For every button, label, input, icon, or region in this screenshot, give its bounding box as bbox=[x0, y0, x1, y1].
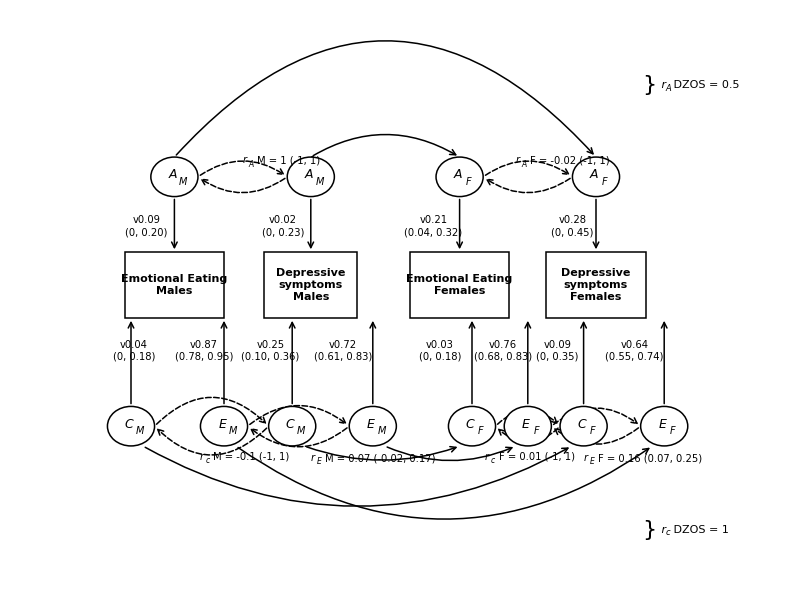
Text: M: M bbox=[378, 426, 386, 436]
Text: A: A bbox=[522, 159, 527, 169]
Ellipse shape bbox=[269, 406, 316, 446]
Text: E: E bbox=[522, 418, 530, 431]
FancyBboxPatch shape bbox=[410, 252, 509, 318]
Text: Emotional Eating
Females: Emotional Eating Females bbox=[406, 274, 513, 296]
Text: M = 1 (-1, 1): M = 1 (-1, 1) bbox=[257, 155, 320, 166]
Text: v0.09
(0, 0.35): v0.09 (0, 0.35) bbox=[536, 340, 578, 362]
Text: c: c bbox=[490, 456, 495, 465]
Text: Depressive
symptoms
Females: Depressive symptoms Females bbox=[562, 268, 630, 302]
Text: v0.64
(0.55, 0.74): v0.64 (0.55, 0.74) bbox=[606, 340, 664, 362]
Text: v0.03
(0, 0.18): v0.03 (0, 0.18) bbox=[418, 340, 461, 362]
Text: M: M bbox=[229, 426, 237, 436]
Text: F: F bbox=[602, 177, 607, 186]
Text: c: c bbox=[666, 529, 670, 538]
Text: r: r bbox=[658, 525, 666, 535]
Text: M = -0.1 (-1, 1): M = -0.1 (-1, 1) bbox=[214, 452, 290, 462]
Text: DZOS = 1: DZOS = 1 bbox=[670, 525, 730, 535]
Text: Depressive
symptoms
Males: Depressive symptoms Males bbox=[276, 268, 346, 302]
Text: E: E bbox=[218, 418, 226, 431]
Ellipse shape bbox=[436, 157, 483, 197]
Text: M: M bbox=[135, 426, 144, 436]
Text: DZOS = 0.5: DZOS = 0.5 bbox=[670, 80, 740, 90]
Text: E: E bbox=[317, 458, 322, 466]
Text: v0.09
(0, 0.20): v0.09 (0, 0.20) bbox=[126, 216, 168, 237]
Text: r: r bbox=[584, 453, 588, 463]
Text: v0.28
(0, 0.45): v0.28 (0, 0.45) bbox=[551, 216, 594, 237]
Text: v0.04
(0, 0.18): v0.04 (0, 0.18) bbox=[113, 340, 155, 362]
Text: c: c bbox=[206, 456, 210, 465]
Ellipse shape bbox=[151, 157, 198, 197]
Text: v0.72
(0.61, 0.83): v0.72 (0.61, 0.83) bbox=[314, 340, 372, 362]
Text: C: C bbox=[578, 418, 586, 431]
Text: C: C bbox=[286, 418, 294, 431]
Text: }: } bbox=[642, 520, 657, 540]
Text: E: E bbox=[658, 418, 666, 431]
Text: Emotional Eating
Males: Emotional Eating Males bbox=[122, 274, 227, 296]
Text: r: r bbox=[310, 453, 315, 463]
Text: M: M bbox=[297, 426, 305, 436]
Text: A: A bbox=[305, 169, 313, 181]
Ellipse shape bbox=[641, 406, 688, 446]
Text: F: F bbox=[670, 426, 676, 436]
Text: A: A bbox=[590, 169, 598, 181]
Text: v0.21
(0.04, 0.32): v0.21 (0.04, 0.32) bbox=[405, 216, 462, 237]
Ellipse shape bbox=[107, 406, 154, 446]
FancyBboxPatch shape bbox=[546, 252, 646, 318]
Text: v0.02
(0, 0.23): v0.02 (0, 0.23) bbox=[262, 216, 304, 237]
Text: F = -0.02 (-1, 1): F = -0.02 (-1, 1) bbox=[530, 155, 610, 166]
FancyBboxPatch shape bbox=[125, 252, 224, 318]
Text: M = 0.07 (-0.02, 0.17): M = 0.07 (-0.02, 0.17) bbox=[325, 453, 435, 463]
Text: C: C bbox=[125, 418, 134, 431]
Ellipse shape bbox=[287, 157, 334, 197]
Text: F: F bbox=[590, 426, 595, 436]
Text: r: r bbox=[485, 452, 489, 462]
Text: F = 0.16 (0.07, 0.25): F = 0.16 (0.07, 0.25) bbox=[598, 453, 702, 463]
Text: F: F bbox=[466, 177, 471, 186]
Text: F: F bbox=[478, 426, 483, 436]
Text: E: E bbox=[590, 458, 594, 466]
Ellipse shape bbox=[573, 157, 619, 197]
Ellipse shape bbox=[350, 406, 396, 446]
Text: M: M bbox=[179, 177, 187, 186]
Ellipse shape bbox=[560, 406, 607, 446]
Text: r: r bbox=[515, 155, 519, 166]
Text: }: } bbox=[642, 75, 657, 95]
Text: A: A bbox=[666, 84, 671, 93]
Text: M: M bbox=[315, 177, 324, 186]
Ellipse shape bbox=[201, 406, 247, 446]
Text: A: A bbox=[168, 169, 177, 181]
Text: F = 0.01 (-1, 1): F = 0.01 (-1, 1) bbox=[498, 452, 574, 462]
Text: v0.87
(0.78, 0.95): v0.87 (0.78, 0.95) bbox=[175, 340, 234, 362]
Text: F: F bbox=[534, 426, 539, 436]
Text: v0.76
(0.68, 0.83): v0.76 (0.68, 0.83) bbox=[474, 340, 532, 362]
Text: C: C bbox=[466, 418, 474, 431]
Text: E: E bbox=[367, 418, 375, 431]
Ellipse shape bbox=[449, 406, 495, 446]
Text: r: r bbox=[199, 452, 203, 462]
FancyBboxPatch shape bbox=[264, 252, 358, 318]
Text: v0.25
(0.10, 0.36): v0.25 (0.10, 0.36) bbox=[242, 340, 300, 362]
Text: A: A bbox=[249, 159, 254, 169]
Text: r: r bbox=[658, 80, 666, 90]
Text: A: A bbox=[454, 169, 462, 181]
Text: r: r bbox=[242, 155, 246, 166]
Ellipse shape bbox=[504, 406, 551, 446]
